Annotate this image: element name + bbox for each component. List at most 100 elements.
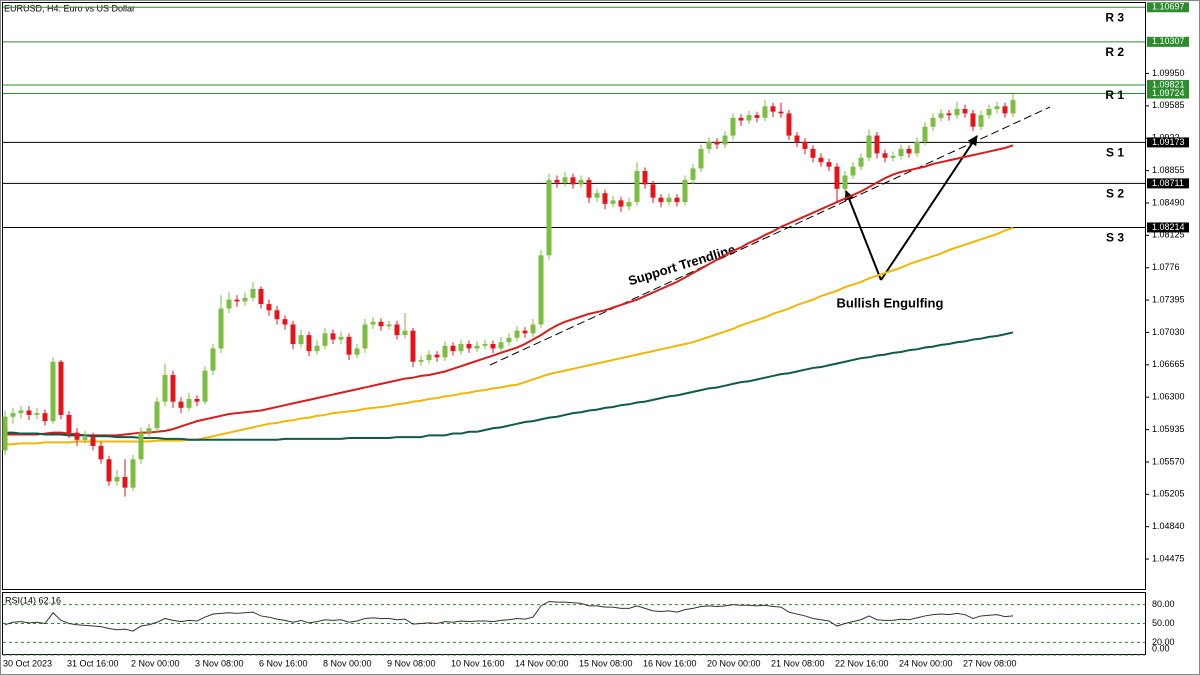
x-tick-label: 10 Nov 16:00 (451, 658, 505, 668)
candle-body (178, 401, 184, 408)
candle-body (658, 197, 664, 203)
candle-body (690, 168, 696, 180)
y-tick-label: 1.05570 (1152, 456, 1185, 466)
candle-body (354, 348, 360, 355)
candle-body (66, 414, 72, 433)
candle-body (810, 148, 816, 158)
candle-body (418, 359, 424, 362)
candle-body (778, 111, 784, 114)
candle-body (330, 333, 336, 340)
candle-body (426, 354, 432, 360)
moving-average (5, 226, 1014, 446)
rsi-tick-label: 80.00 (1152, 599, 1175, 609)
candle-body (890, 155, 896, 158)
x-tick-label: 15 Nov 08:00 (579, 658, 633, 668)
candle-body (186, 398, 192, 408)
candle-body (258, 289, 264, 305)
candle-body (762, 106, 768, 118)
candle-body (410, 330, 416, 362)
y-tick-label: 1.08490 (1152, 197, 1185, 207)
price-box (1147, 79, 1189, 90)
candle-body (218, 308, 224, 349)
y-tick-label: 1.08855 (1152, 165, 1185, 175)
candle-body (970, 113, 976, 127)
price-box (1147, 36, 1189, 47)
x-tick-label: 9 Nov 08:00 (387, 658, 436, 668)
x-tick-label: 3 Nov 08:00 (195, 658, 244, 668)
candle-body (738, 117, 744, 121)
price-box (1147, 178, 1189, 189)
candle-body (714, 141, 720, 145)
candle-body (362, 324, 368, 349)
candle-body (522, 330, 528, 334)
arrow (880, 135, 978, 281)
price-box-label: 1.09173 (1152, 137, 1185, 147)
candle-body (826, 162, 832, 167)
candle-body (282, 319, 288, 325)
candle-body (962, 108, 968, 114)
x-tick-label: 14 Nov 00:00 (515, 658, 569, 668)
candle-body (10, 413, 16, 417)
candle-body (914, 141, 920, 154)
candle-body (754, 115, 760, 118)
candle-body (682, 179, 688, 203)
y-tick-label: 1.07395 (1152, 294, 1185, 304)
candle-body (98, 445, 104, 460)
candle-body (546, 179, 552, 256)
candle-body (2, 416, 8, 451)
candle-body (954, 108, 960, 116)
candle-body (930, 117, 936, 127)
y-tick-label: 1.09950 (1152, 68, 1185, 78)
x-tick-label: 6 Nov 16:00 (259, 658, 308, 668)
candle-body (298, 335, 304, 344)
price-box (1147, 222, 1189, 233)
candle-body (794, 135, 800, 142)
candle-body (394, 324, 400, 336)
candle-body (234, 299, 240, 302)
candle-body (266, 304, 272, 311)
candle-body (434, 354, 440, 358)
candle-body (122, 477, 128, 488)
candle-body (82, 437, 88, 440)
candle-body (306, 335, 312, 352)
candle-body (570, 177, 576, 185)
candle-body (634, 171, 640, 203)
level-name: S 2 (1106, 187, 1124, 201)
price-box-label: 1.08214 (1152, 222, 1185, 232)
candle-body (202, 370, 208, 402)
candle-body (450, 345, 456, 352)
candle-body (402, 330, 408, 336)
y-tick-label: 1.08125 (1152, 230, 1185, 240)
candle-body (626, 202, 632, 207)
rsi-tick-label: 50.00 (1152, 618, 1175, 628)
candle-body (74, 432, 80, 440)
candle-body (90, 437, 96, 446)
candle-body (506, 337, 512, 343)
candle-body (346, 336, 352, 355)
x-tick-label: 20 Nov 00:00 (707, 658, 761, 668)
level-name: R 3 (1105, 10, 1124, 24)
candle-body (466, 343, 472, 349)
y-tick-label: 1.0776 (1152, 262, 1180, 272)
candle-body (610, 200, 616, 204)
candle-body (250, 289, 256, 298)
y-tick-label: 1.07030 (1152, 327, 1185, 337)
candle-body (938, 113, 944, 118)
candle-body (618, 200, 624, 207)
candle-body (458, 343, 464, 352)
level-name: R 2 (1105, 45, 1124, 59)
candle-body (170, 375, 176, 402)
candle-body (594, 193, 600, 198)
candle-body (498, 342, 504, 349)
y-tick-label: 1.05935 (1152, 424, 1185, 434)
y-tick-label: 1.06665 (1152, 359, 1185, 369)
candle-body (994, 106, 1000, 109)
rsi-line (4, 600, 1014, 632)
candle-body (786, 113, 792, 136)
candle-body (842, 175, 848, 189)
rsi-tick-label: 0.00 (1152, 643, 1170, 653)
candle-body (874, 135, 880, 154)
candle-body (138, 432, 144, 460)
